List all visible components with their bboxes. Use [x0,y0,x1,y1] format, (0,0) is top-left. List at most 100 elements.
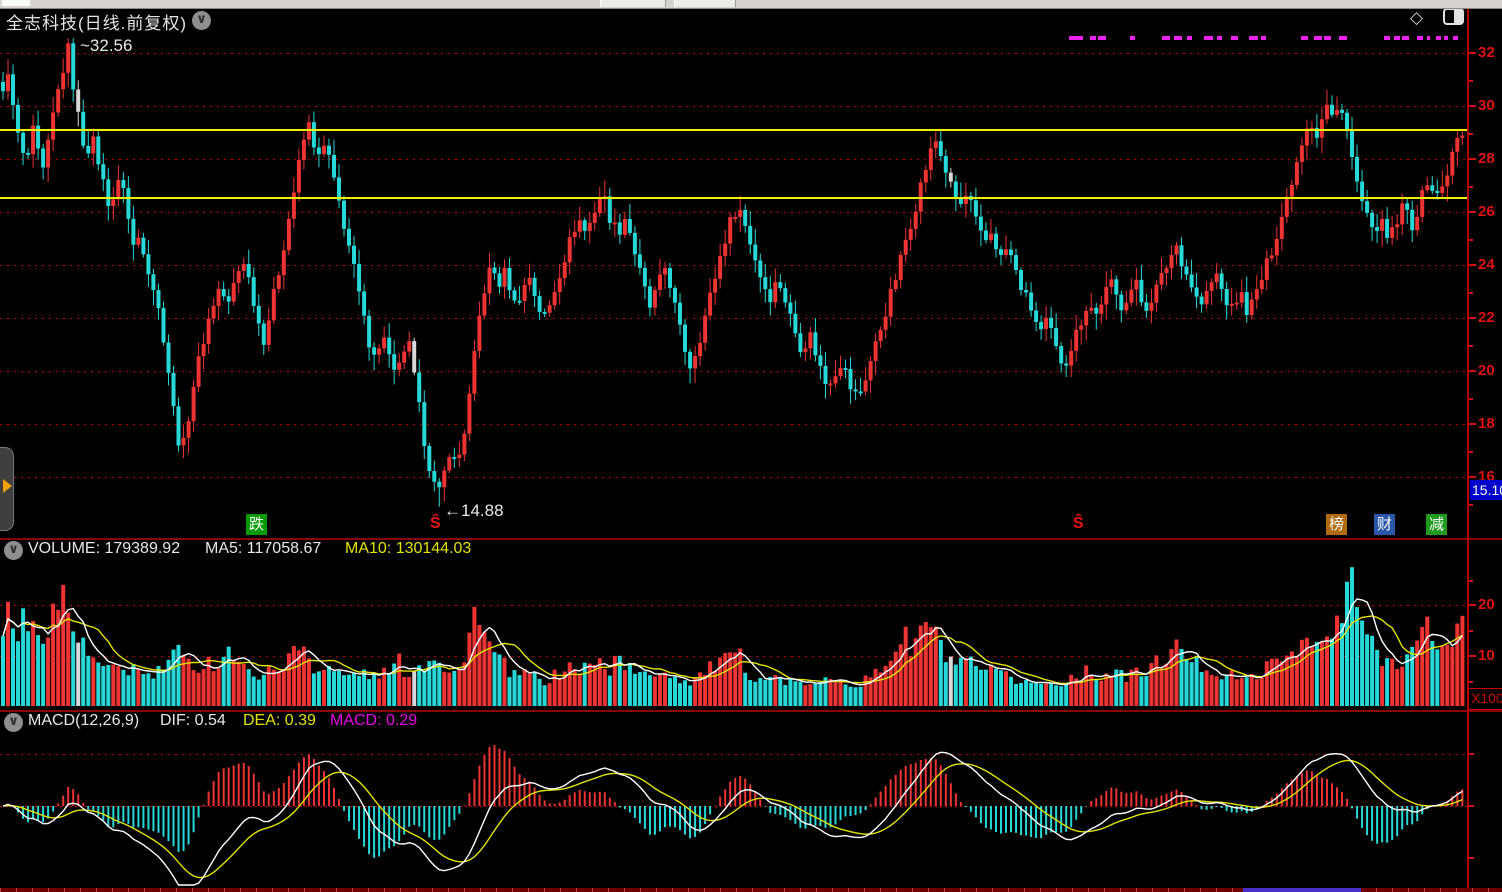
axis-minor-tick [1469,292,1473,294]
signal-dash [1217,36,1222,40]
sell-signal-marker: Ŝ [1073,515,1084,532]
axis-minor-tick [1469,681,1473,683]
signal-dash [1394,36,1400,40]
axis-tick [1469,317,1476,319]
signal-dash [1162,36,1170,40]
signal-dash [1231,36,1238,40]
axis-minor-tick [1469,239,1473,241]
grid-line [0,53,1467,54]
volume-label: 20 [1478,596,1495,613]
signal-dash [1402,36,1409,40]
collapse-chevron-icon-volume[interactable] [4,541,23,560]
axis-tick [1469,370,1476,372]
window-top-strip [0,0,1502,9]
axis-minor-tick [1469,345,1473,347]
macd-value-label: MACD: 0.29 [330,712,418,729]
price-label: 20 [1478,362,1495,379]
signal-dash [1249,36,1258,40]
reduce-badge[interactable]: 减 [1426,514,1447,535]
grid-line [0,265,1467,266]
signal-dash [1436,36,1441,40]
collapse-chevron-icon-macd[interactable] [4,713,23,732]
volume-value-label: VOLUME: 179389.92 [28,540,181,557]
price-label: 28 [1478,150,1495,167]
axis-tick [1469,805,1474,807]
pane-divider-volume [0,538,1502,540]
price-label: 32 [1478,44,1495,61]
grid-line [0,424,1467,425]
signal-dash [1261,36,1266,40]
macd-dea-label: DEA: 0.39 [243,712,316,729]
scrollbar-thumb[interactable] [1243,888,1361,892]
macd-zero-line [0,806,1467,807]
volume-ma10-label: MA10: 130144.03 [345,540,472,557]
window-top-corner [2,0,30,6]
price-label: 30 [1478,97,1495,114]
axis-minor-tick [1469,451,1473,453]
grid-line [0,754,1467,755]
instrument-title: 全志科技(日线.前复权) [6,14,188,33]
axis-tick [1469,52,1476,54]
pane-divider-macd [0,710,1502,712]
toolbar-button[interactable] [600,0,666,7]
grid-line [0,212,1467,213]
axis-minor-tick [1469,398,1473,400]
signal-dash [1339,36,1347,40]
flyout-arrow-icon [3,479,12,493]
diamond-icon[interactable]: ◇ [1410,8,1424,27]
grid-line [0,477,1467,478]
price-label: 18 [1478,415,1495,432]
grid-line [0,106,1467,107]
signal-dash [1301,36,1308,40]
grid-line [0,159,1467,160]
signal-dash [1204,36,1213,40]
signal-dash [1069,36,1083,40]
macd-series [2,745,1464,886]
axis-tick [1469,264,1476,266]
price-label: 24 [1478,256,1495,273]
alert-line[interactable] [0,129,1467,131]
axis-tick [1469,158,1476,160]
axis-tick [1469,604,1476,606]
price-axis-line [1467,8,1469,888]
finance-badge[interactable]: 财 [1374,514,1395,535]
high-annotation: ~32.56 [80,36,133,55]
axis-tick [1469,753,1474,755]
time-axis [0,888,1502,892]
axis-minor-tick [1469,580,1473,582]
down-flag-badge[interactable]: 跌 [246,514,267,535]
grid-line [0,605,1467,606]
signal-dash [1417,36,1423,40]
price-label: 22 [1478,309,1495,326]
volume-series [1,567,1465,706]
signal-dash [1444,36,1448,40]
alert-line[interactable] [0,197,1467,199]
axis-tick [1469,655,1476,657]
axis-tick [1469,857,1474,859]
rank-badge[interactable]: 榜 [1326,514,1347,535]
axis-minor-tick [1469,630,1473,632]
signal-dash [1427,36,1430,40]
price-label: 26 [1478,203,1495,220]
collapse-chevron-icon-main[interactable] [192,11,211,30]
panel-layout-icon[interactable] [1443,8,1464,25]
axis-minor-tick [1469,133,1473,135]
signal-dash [1453,36,1458,40]
axis-minor-tick [1469,186,1473,188]
signal-dash [1174,36,1182,40]
signal-dash [1384,36,1390,40]
volume-ma5-label: MA5: 117058.67 [205,540,322,557]
signal-dash [1090,36,1096,40]
signal-dash [1187,36,1192,40]
candlestick-series [1,38,1465,507]
signal-dash [1098,36,1106,40]
volume-unit-box: X10000 [1468,688,1502,710]
axis-minor-tick [1469,504,1473,506]
last-price-tag: 15.10 [1470,480,1502,500]
signal-dash [1130,36,1135,40]
grid-line [0,318,1467,319]
axis-tick [1469,211,1476,213]
toolbar-button[interactable] [674,0,736,7]
volume-label: 10 [1478,647,1495,664]
